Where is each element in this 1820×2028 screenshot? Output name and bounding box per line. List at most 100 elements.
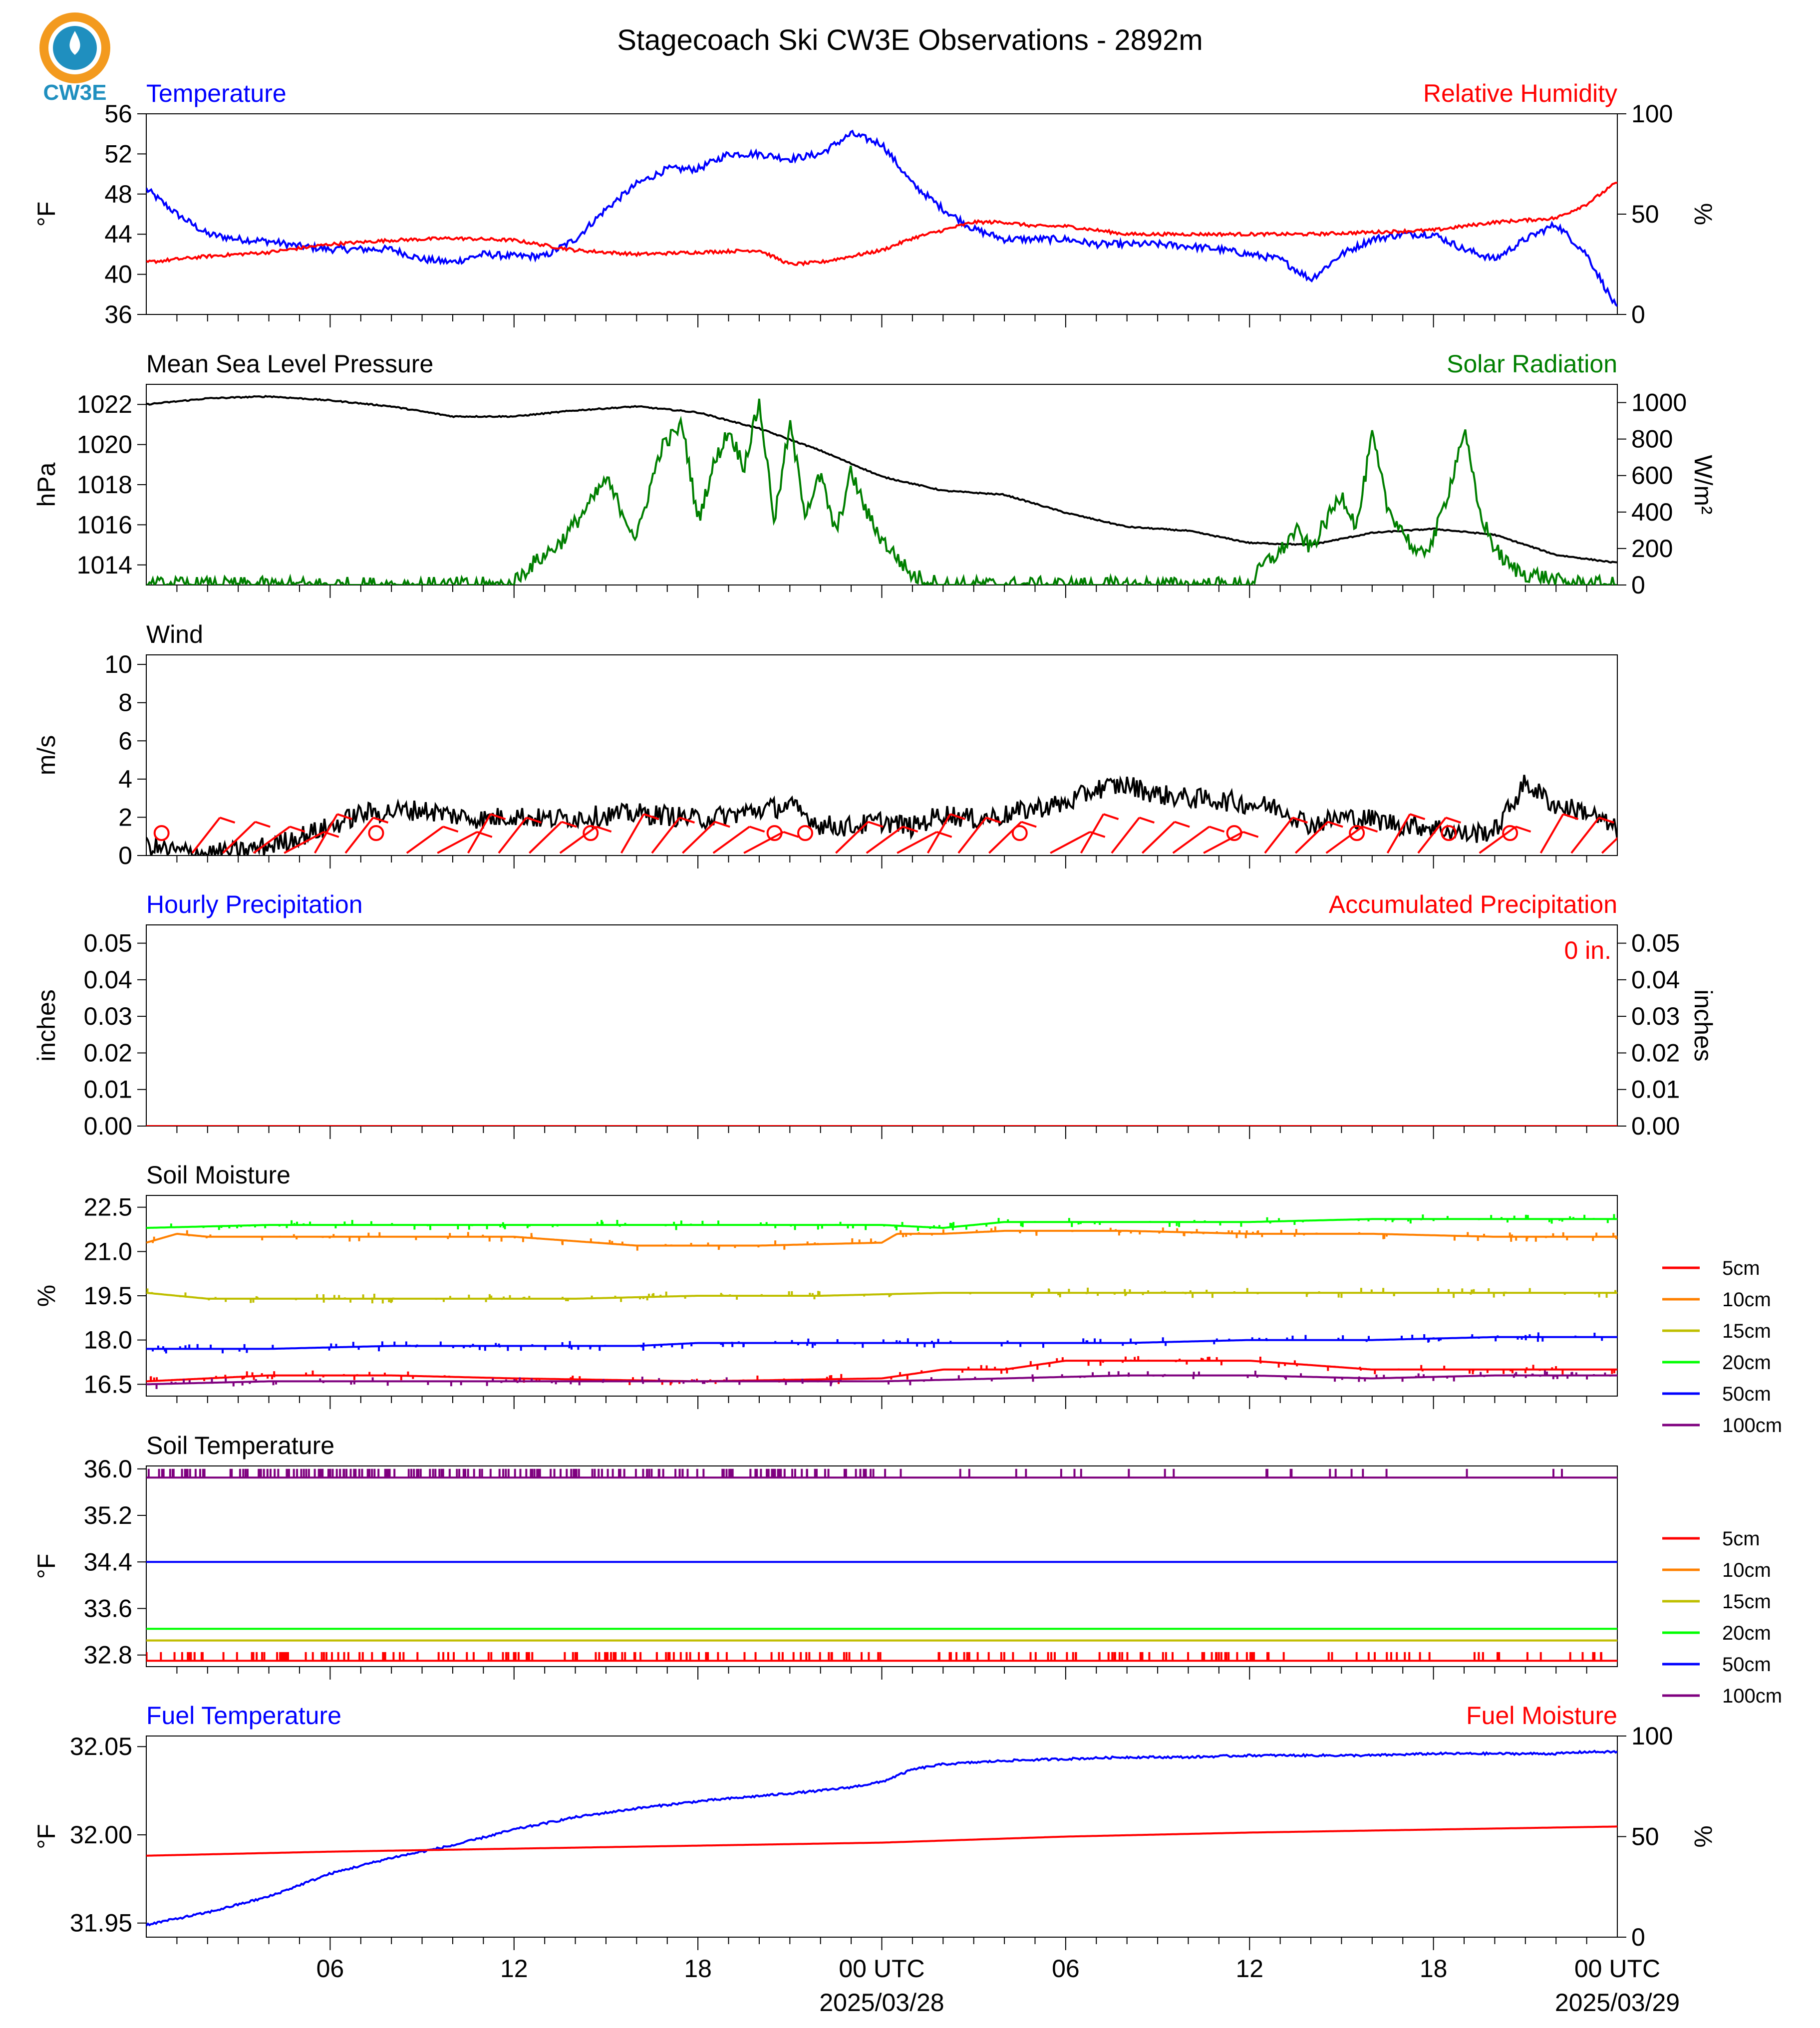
y-right-tick-label: 0.03 <box>1631 1002 1680 1030</box>
wind-barb <box>1479 826 1517 854</box>
legend-label: 15cm <box>1722 1320 1771 1342</box>
wind-barb <box>1080 814 1105 854</box>
x-tick-label: 12 <box>1235 1955 1263 1983</box>
y-right-tick-label: 50 <box>1631 1823 1659 1851</box>
y-right-tick-label: 100 <box>1631 1722 1673 1750</box>
x-tick-label: 00 UTC <box>839 1955 924 1983</box>
y-tick-label: 18.0 <box>84 1326 132 1354</box>
y-axis-label: hPa <box>32 462 60 507</box>
panel-title-left: Temperature <box>146 79 287 107</box>
plot-area <box>146 775 1617 856</box>
wind-barb <box>1386 814 1411 854</box>
y-tick-label: 0 <box>118 842 132 869</box>
y-tick-label: 36.0 <box>84 1455 132 1483</box>
wind-barb <box>191 817 221 854</box>
y-tick-label: 8 <box>118 689 132 717</box>
date-label: 2025/03/28 <box>819 1989 944 2017</box>
wind-barb <box>926 814 951 854</box>
y-right-tick-label: 600 <box>1631 462 1673 490</box>
wind-barb-calm <box>1011 825 1028 841</box>
y-tick-label: 21.0 <box>84 1237 132 1265</box>
wind-barb <box>253 826 291 854</box>
wind-barb-flag <box>1515 826 1531 833</box>
y-axis-label: % <box>32 1285 60 1307</box>
y-right-tick-label: 1000 <box>1631 389 1687 417</box>
wind-barb-calm <box>368 825 384 841</box>
legend-label: 15cm <box>1722 1591 1771 1613</box>
y-tick-label: 44 <box>104 220 132 248</box>
plot-frame <box>146 384 1618 585</box>
legend: 5cm 10cm 15cm 20cm 50cm 100cm <box>1662 1528 1782 1707</box>
wind-barb <box>1141 821 1176 854</box>
x-tick-label: 18 <box>1420 1955 1448 1983</box>
wind-barb-calm <box>797 825 814 841</box>
y-right-tick-label: 800 <box>1631 425 1673 453</box>
series-spikes-5cm <box>146 1652 1602 1661</box>
wind-barb-flag <box>1292 817 1308 824</box>
wind-barb <box>1264 817 1293 854</box>
y-right-tick-label: 200 <box>1631 535 1673 563</box>
wind-barb <box>1111 817 1140 854</box>
wind-barb-flag <box>1103 813 1119 820</box>
series-line-20cm <box>146 1218 1617 1229</box>
panel-wind: Wind 0 2 4 6 8 10 m/s <box>32 620 1618 869</box>
series-line-temperature_rh-1 <box>146 182 1617 267</box>
wind-barb-flag <box>372 817 389 824</box>
wind-barbs <box>153 813 1617 854</box>
wind-barb-calm <box>1226 825 1242 841</box>
logo-drop <box>69 31 80 55</box>
y-right-axis-label: % <box>1689 1825 1717 1847</box>
y-tick-label: 22.5 <box>84 1193 132 1221</box>
plot-area <box>146 1749 1617 1927</box>
wind-barb <box>498 817 528 854</box>
wind-barb <box>344 817 374 854</box>
y-tick-label: 35.2 <box>84 1501 132 1529</box>
wind-barb <box>1172 826 1210 854</box>
y-tick-label: 1018 <box>77 471 132 499</box>
y-tick-label: 1020 <box>77 431 132 459</box>
series-line-5cm <box>146 1360 1617 1383</box>
legend-label: 5cm <box>1722 1257 1760 1279</box>
series-line-10cm <box>146 1229 1617 1247</box>
y-tick-label: 1014 <box>77 551 132 579</box>
series-line-50cm <box>146 1336 1617 1350</box>
wind-barb <box>897 831 937 854</box>
wind-barb-calm <box>153 825 170 841</box>
y-tick-label: 1022 <box>77 390 132 418</box>
y-right-axis-label: inches <box>1689 989 1717 1062</box>
wind-barb-flag <box>679 817 695 824</box>
series-line-pressure_solar-0 <box>146 395 1617 564</box>
y-right-tick-label: 0 <box>1631 1923 1645 1951</box>
wind-barb <box>222 821 256 854</box>
x-tick-label: 06 <box>1052 1955 1080 1983</box>
wind-barb-calm <box>1441 825 1457 841</box>
wind-barb-flag <box>1021 821 1037 828</box>
y-tick-label: 48 <box>104 180 132 208</box>
y-tick-label: 6 <box>118 727 132 755</box>
wind-barb-calm <box>1349 825 1365 841</box>
wind-barb-flag <box>1174 821 1190 828</box>
legend-label: 100cm <box>1722 1685 1782 1707</box>
wind-barb-flag <box>1327 821 1343 828</box>
wind-barb-flag <box>902 826 918 833</box>
panel-fuel: Fuel Temperature Fuel Moisture 31.95 32.00 3… <box>32 1702 1717 2017</box>
plot-area <box>146 129 1617 307</box>
y-tick-label: 0.03 <box>84 1002 132 1030</box>
wind-barb-calm <box>583 825 599 841</box>
wind-barb-flag <box>290 826 305 833</box>
panel-title-left: Mean Sea Level Pressure <box>146 350 433 378</box>
wind-barb-calm <box>1502 825 1518 841</box>
series-spikes-20cm <box>152 1214 1615 1231</box>
legend-label: 50cm <box>1722 1383 1771 1405</box>
y-right-tick-label: 0 <box>1631 300 1645 328</box>
y-tick-label: 0.01 <box>84 1076 132 1104</box>
wind-barb-flag <box>219 817 236 824</box>
y-right-tick-label: 0.05 <box>1631 929 1680 957</box>
wind-barb <box>957 817 987 854</box>
x-tick-label: 00 UTC <box>1574 1955 1660 1983</box>
y-tick-label: 32.05 <box>70 1733 132 1760</box>
plot-area <box>146 1468 1617 1662</box>
y-right-tick-label: 100 <box>1631 100 1673 128</box>
wind-barb <box>1294 821 1329 854</box>
